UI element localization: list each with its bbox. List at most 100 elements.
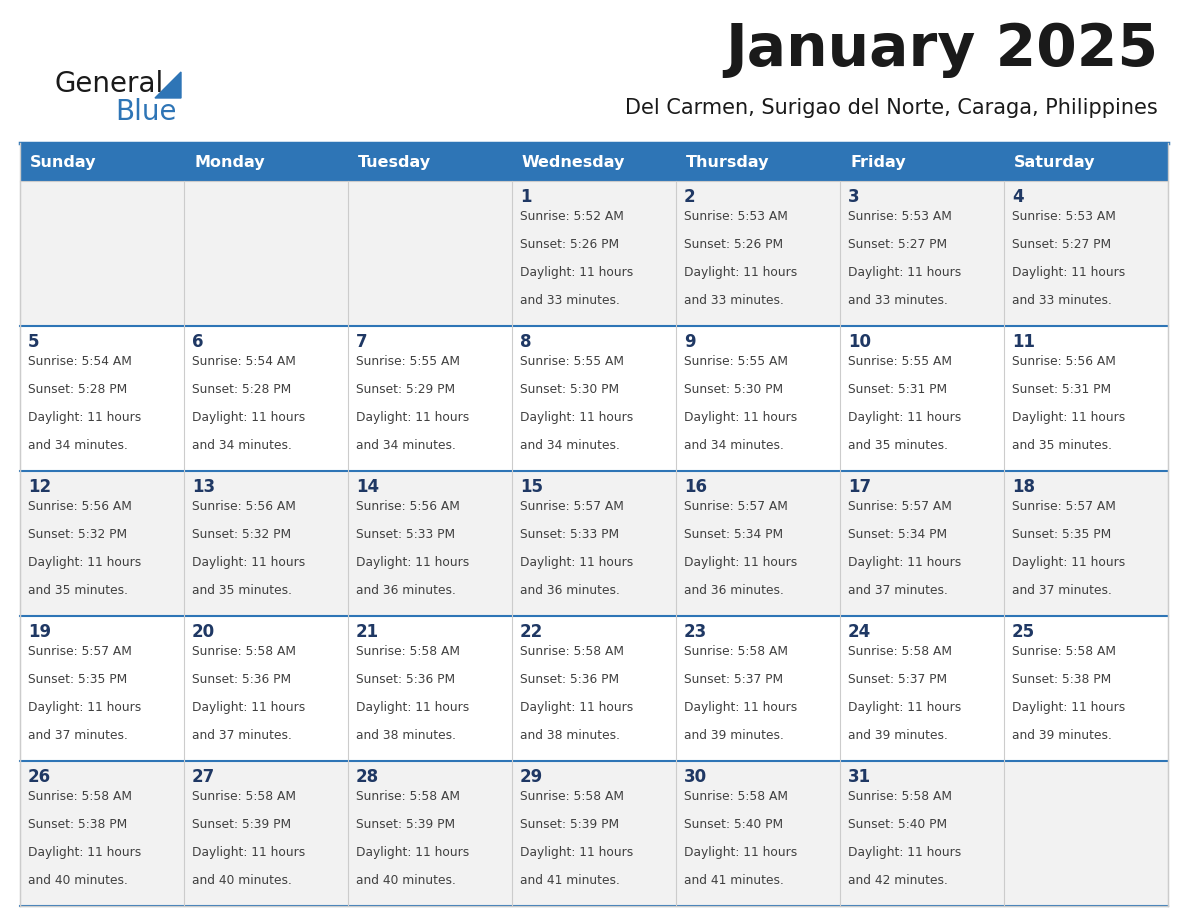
Text: Sunset: 5:28 PM: Sunset: 5:28 PM [192, 383, 291, 396]
Text: Daylight: 11 hours: Daylight: 11 hours [1012, 410, 1125, 424]
Text: Daylight: 11 hours: Daylight: 11 hours [356, 845, 469, 858]
Text: Sunrise: 5:56 AM: Sunrise: 5:56 AM [356, 500, 460, 513]
Text: 16: 16 [684, 478, 707, 496]
Text: 30: 30 [684, 768, 707, 786]
FancyBboxPatch shape [840, 761, 1004, 906]
Text: 23: 23 [684, 623, 707, 641]
Text: and 34 minutes.: and 34 minutes. [520, 439, 620, 452]
Text: Sunrise: 5:52 AM: Sunrise: 5:52 AM [520, 210, 624, 223]
FancyBboxPatch shape [20, 471, 184, 616]
Text: 27: 27 [192, 768, 215, 786]
FancyBboxPatch shape [348, 181, 512, 326]
Text: Daylight: 11 hours: Daylight: 11 hours [848, 555, 961, 569]
Text: Monday: Monday [194, 154, 265, 170]
FancyBboxPatch shape [1004, 326, 1168, 471]
FancyBboxPatch shape [184, 326, 348, 471]
Text: Thursday: Thursday [685, 154, 770, 170]
Text: Daylight: 11 hours: Daylight: 11 hours [192, 555, 305, 569]
Text: Daylight: 11 hours: Daylight: 11 hours [848, 845, 961, 858]
FancyBboxPatch shape [20, 143, 184, 181]
Text: and 40 minutes.: and 40 minutes. [356, 874, 456, 887]
Text: Sunrise: 5:55 AM: Sunrise: 5:55 AM [684, 355, 788, 368]
Text: Sunrise: 5:58 AM: Sunrise: 5:58 AM [1012, 645, 1116, 658]
Text: Sunset: 5:38 PM: Sunset: 5:38 PM [1012, 673, 1111, 686]
FancyBboxPatch shape [512, 761, 676, 906]
Text: and 40 minutes.: and 40 minutes. [29, 874, 128, 887]
Text: and 42 minutes.: and 42 minutes. [848, 874, 948, 887]
Text: Sunset: 5:38 PM: Sunset: 5:38 PM [29, 818, 127, 831]
Text: 3: 3 [848, 188, 860, 206]
Text: Sunrise: 5:58 AM: Sunrise: 5:58 AM [356, 645, 460, 658]
FancyBboxPatch shape [840, 471, 1004, 616]
Text: Sunrise: 5:56 AM: Sunrise: 5:56 AM [29, 500, 132, 513]
Text: Daylight: 11 hours: Daylight: 11 hours [848, 410, 961, 424]
Text: Sunset: 5:39 PM: Sunset: 5:39 PM [520, 818, 619, 831]
Text: and 38 minutes.: and 38 minutes. [520, 729, 620, 742]
FancyBboxPatch shape [676, 616, 840, 761]
Text: Sunrise: 5:58 AM: Sunrise: 5:58 AM [192, 645, 296, 658]
Text: Sunset: 5:34 PM: Sunset: 5:34 PM [684, 528, 783, 541]
Text: Sunset: 5:36 PM: Sunset: 5:36 PM [520, 673, 619, 686]
Text: and 41 minutes.: and 41 minutes. [684, 874, 784, 887]
FancyBboxPatch shape [348, 143, 512, 181]
Text: and 33 minutes.: and 33 minutes. [520, 294, 620, 307]
Text: 12: 12 [29, 478, 51, 496]
FancyBboxPatch shape [512, 471, 676, 616]
Text: Sunset: 5:37 PM: Sunset: 5:37 PM [684, 673, 783, 686]
Text: 15: 15 [520, 478, 543, 496]
Text: Friday: Friday [849, 154, 905, 170]
Text: Daylight: 11 hours: Daylight: 11 hours [29, 555, 141, 569]
Text: Daylight: 11 hours: Daylight: 11 hours [192, 410, 305, 424]
Text: Sunset: 5:32 PM: Sunset: 5:32 PM [29, 528, 127, 541]
FancyBboxPatch shape [348, 616, 512, 761]
Text: and 39 minutes.: and 39 minutes. [684, 729, 784, 742]
Text: Daylight: 11 hours: Daylight: 11 hours [684, 410, 797, 424]
Text: 26: 26 [29, 768, 51, 786]
Text: 10: 10 [848, 333, 871, 351]
Text: and 36 minutes.: and 36 minutes. [684, 584, 784, 597]
Text: Sunset: 5:30 PM: Sunset: 5:30 PM [520, 383, 619, 396]
Text: Daylight: 11 hours: Daylight: 11 hours [356, 555, 469, 569]
Text: Sunrise: 5:58 AM: Sunrise: 5:58 AM [848, 645, 952, 658]
Text: 28: 28 [356, 768, 379, 786]
Text: 14: 14 [356, 478, 379, 496]
Text: and 37 minutes.: and 37 minutes. [192, 729, 292, 742]
Text: Sunset: 5:40 PM: Sunset: 5:40 PM [684, 818, 783, 831]
Text: Sunrise: 5:56 AM: Sunrise: 5:56 AM [1012, 355, 1116, 368]
Text: Sunrise: 5:53 AM: Sunrise: 5:53 AM [684, 210, 788, 223]
Text: 31: 31 [848, 768, 871, 786]
Text: Sunset: 5:27 PM: Sunset: 5:27 PM [1012, 238, 1111, 251]
Text: 9: 9 [684, 333, 696, 351]
Text: Daylight: 11 hours: Daylight: 11 hours [356, 410, 469, 424]
Text: 25: 25 [1012, 623, 1035, 641]
Text: Sunset: 5:39 PM: Sunset: 5:39 PM [356, 818, 455, 831]
Text: Sunrise: 5:56 AM: Sunrise: 5:56 AM [192, 500, 296, 513]
Text: and 37 minutes.: and 37 minutes. [1012, 584, 1112, 597]
Text: and 36 minutes.: and 36 minutes. [520, 584, 620, 597]
Text: Sunrise: 5:57 AM: Sunrise: 5:57 AM [1012, 500, 1116, 513]
Text: Sunrise: 5:58 AM: Sunrise: 5:58 AM [684, 790, 788, 803]
Text: 21: 21 [356, 623, 379, 641]
Text: Sunset: 5:31 PM: Sunset: 5:31 PM [1012, 383, 1111, 396]
Text: and 33 minutes.: and 33 minutes. [848, 294, 948, 307]
Text: Sunrise: 5:58 AM: Sunrise: 5:58 AM [848, 790, 952, 803]
Text: Daylight: 11 hours: Daylight: 11 hours [848, 700, 961, 713]
Text: Daylight: 11 hours: Daylight: 11 hours [29, 410, 141, 424]
Text: Sunset: 5:36 PM: Sunset: 5:36 PM [356, 673, 455, 686]
FancyBboxPatch shape [840, 143, 1004, 181]
Text: Sunset: 5:35 PM: Sunset: 5:35 PM [29, 673, 127, 686]
Text: and 35 minutes.: and 35 minutes. [29, 584, 128, 597]
FancyBboxPatch shape [184, 761, 348, 906]
Text: 2: 2 [684, 188, 696, 206]
Text: Sunset: 5:36 PM: Sunset: 5:36 PM [192, 673, 291, 686]
Text: Sunrise: 5:55 AM: Sunrise: 5:55 AM [520, 355, 624, 368]
Text: and 34 minutes.: and 34 minutes. [192, 439, 292, 452]
FancyBboxPatch shape [1004, 616, 1168, 761]
Text: Daylight: 11 hours: Daylight: 11 hours [848, 265, 961, 279]
Text: 17: 17 [848, 478, 871, 496]
Text: Daylight: 11 hours: Daylight: 11 hours [1012, 700, 1125, 713]
Text: Sunrise: 5:58 AM: Sunrise: 5:58 AM [356, 790, 460, 803]
Polygon shape [154, 72, 181, 98]
Text: Sunset: 5:31 PM: Sunset: 5:31 PM [848, 383, 947, 396]
Text: Daylight: 11 hours: Daylight: 11 hours [192, 845, 305, 858]
